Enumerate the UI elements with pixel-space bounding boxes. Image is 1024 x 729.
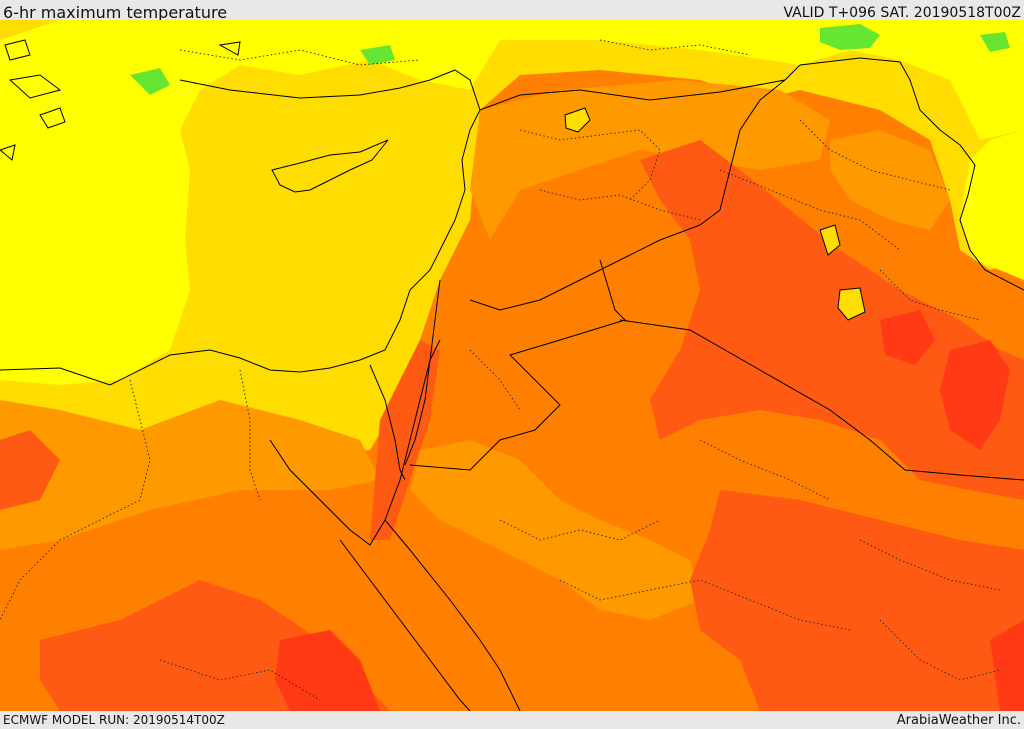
temp-field-light-orange-4 — [830, 130, 950, 230]
temp-field-green-4 — [360, 45, 395, 65]
temp-field-dark-orange-west — [0, 430, 60, 510]
jordan-river — [404, 279, 441, 466]
temp-field-dark-orange-iraq — [640, 140, 1024, 500]
border-jordan — [409, 259, 626, 471]
red-sea-east-coast — [384, 519, 521, 711]
temp-field-dark-orange-south — [690, 490, 1024, 711]
aegean-islands — [0, 39, 241, 161]
model-run-label: ECMWF MODEL RUN: 20190514T00Z — [3, 713, 225, 727]
lakes — [564, 107, 866, 321]
valid-time: VALID T+096 SAT. 20190518T00Z — [783, 5, 1021, 21]
credit-label: ArabiaWeather Inc. — [896, 713, 1021, 728]
border-syria-iraq — [469, 79, 786, 311]
temp-field-red-4 — [990, 620, 1024, 711]
temp-field-red-2 — [275, 630, 380, 711]
map-title: 6-hr maximum temperature — [3, 3, 228, 22]
levant-coastline — [0, 69, 481, 386]
temp-field-green-1 — [820, 24, 880, 50]
temp-field-red-1 — [940, 340, 1010, 450]
temp-field-light-orange-3 — [410, 440, 700, 620]
temp-field-light-orange-1 — [0, 400, 380, 550]
header-bar: 6-hr maximum temperature VALID T+096 SAT… — [0, 0, 1024, 22]
border-egypt-israel — [369, 364, 406, 481]
cyprus-outline — [271, 139, 389, 193]
temp-field-light-orange-2 — [470, 80, 830, 240]
temp-field-light-yellow — [0, 20, 1024, 385]
temp-field-green-2 — [980, 32, 1010, 52]
footer-bar: ECMWF MODEL RUN: 20190514T00Z ArabiaWeat… — [0, 711, 1024, 729]
admin-boundaries — [0, 39, 1001, 701]
temp-field-red-3 — [880, 310, 935, 365]
turkey-coastline — [179, 69, 456, 99]
border-iraq-iran — [799, 57, 1024, 291]
temp-field-east-yellow — [960, 130, 1024, 280]
border-saudi-iraq — [619, 319, 1024, 481]
temp-field-green-3 — [130, 68, 170, 95]
temperature-map[interactable] — [0, 20, 1024, 711]
red-sea-west-coast — [339, 539, 471, 711]
